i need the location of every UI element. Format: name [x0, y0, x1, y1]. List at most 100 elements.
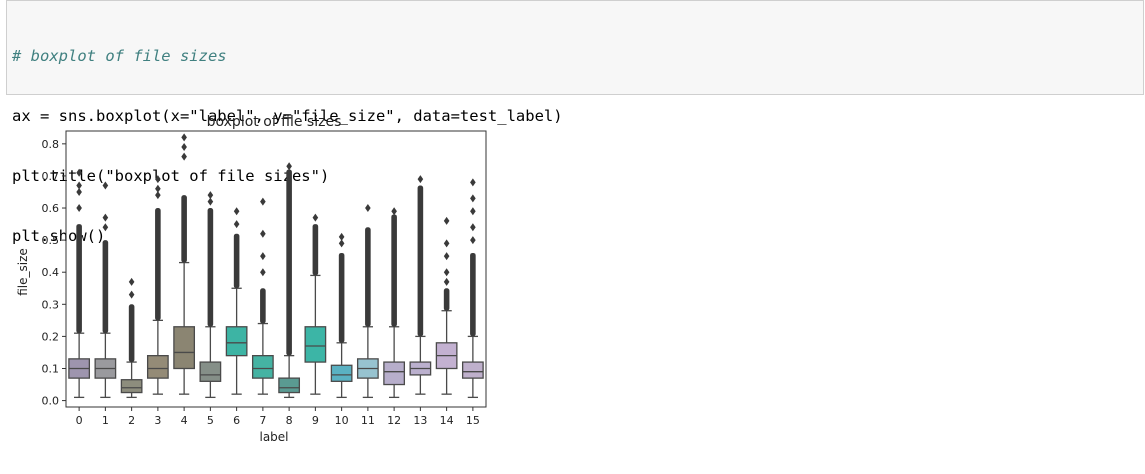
x-tick-label: 10	[335, 414, 349, 427]
x-tick-label: 13	[413, 414, 427, 427]
x-tick-label: 15	[466, 414, 480, 427]
outlier-cluster	[181, 195, 187, 263]
box	[461, 361, 484, 379]
outlier-cluster	[391, 214, 397, 327]
outlier-cluster	[338, 252, 345, 343]
y-tick-label: 0.5	[42, 234, 60, 247]
y-tick-label: 0.8	[42, 138, 60, 151]
outlier-point	[470, 194, 476, 203]
box	[278, 377, 301, 394]
outlier-point	[260, 229, 266, 238]
outlier-cluster	[102, 240, 109, 334]
plot-area: 0.0 0.1 0.2 0.3 0.4 0.5 0.6 0.7 0.8 0 1 2 3 4 5 6 7 8 9 10 1…	[42, 130, 487, 427]
outlier-point	[443, 268, 450, 277]
x-tick-label: 1	[102, 414, 109, 427]
outlier-cluster	[76, 224, 82, 334]
outlier-point	[470, 236, 476, 245]
outlier-cluster	[155, 208, 161, 321]
x-tick-label: 14	[440, 414, 454, 427]
box	[146, 355, 169, 379]
code-cell[interactable]: # boxplot of file sizes ax = sns.boxplot…	[6, 0, 1144, 245]
x-axis-label: label	[259, 430, 288, 444]
box	[383, 361, 406, 386]
y-tick-label: 0.4	[42, 266, 60, 279]
outlier-point	[443, 277, 450, 286]
outlier-point	[312, 213, 319, 222]
box	[199, 361, 222, 382]
outlier-point	[181, 152, 187, 161]
box	[251, 355, 274, 379]
outlier-point	[128, 277, 135, 286]
outlier-point	[443, 239, 450, 248]
code-editor[interactable]: # boxplot of file sizes ax = sns.boxplot…	[12, 6, 563, 286]
outlier-point	[207, 197, 214, 206]
outlier-point	[391, 207, 397, 216]
outlier-cluster	[365, 227, 371, 327]
outlier-point	[338, 239, 345, 248]
y-axis-label: file_size	[16, 248, 30, 296]
x-tick-label: 8	[286, 414, 293, 427]
outlier-point	[76, 187, 82, 196]
y-tick-label: 0.1	[42, 362, 60, 375]
outlier-point	[260, 268, 266, 277]
outlier-point	[338, 232, 345, 241]
outlier-cluster	[286, 169, 292, 356]
outlier-point	[181, 133, 187, 142]
outlier-point	[470, 207, 476, 216]
y-tick-label: 0.3	[42, 298, 60, 311]
outlier-cluster	[260, 288, 266, 324]
x-tick-label: 11	[361, 414, 375, 427]
boxplot-chart: boxplot of file sizes file_size label 0.…	[16, 114, 487, 444]
outlier-point	[102, 223, 109, 232]
outlier-point	[207, 191, 214, 200]
outlier-point	[102, 213, 109, 222]
outlier-point	[233, 220, 240, 229]
axes-frame	[65, 130, 487, 408]
y-tick-label: 0.0	[42, 395, 60, 408]
y-tick-label: 0.2	[42, 330, 60, 343]
outlier-cluster	[207, 208, 214, 327]
cell-output: boxplot of file sizes file_size label 0.…	[0, 100, 520, 470]
code-line-title: plt.title("boxplot of file sizes")	[12, 167, 330, 185]
outlier-point	[443, 252, 450, 261]
outlier-point	[181, 143, 187, 152]
y-tick-label: 0.7	[42, 170, 60, 183]
outlier-cluster	[417, 185, 424, 337]
x-tick-label: 5	[207, 414, 214, 427]
outlier-point	[417, 175, 424, 184]
outlier-point	[365, 204, 371, 213]
outlier-point	[233, 207, 240, 216]
outlier-point	[155, 191, 161, 200]
outlier-cluster	[128, 304, 135, 363]
chart-title: boxplot of file sizes	[207, 114, 342, 130]
box	[330, 364, 353, 382]
x-tick-label: 12	[387, 414, 401, 427]
outlier-point	[155, 184, 161, 193]
outlier-point	[128, 290, 135, 299]
x-tick-label: 3	[154, 414, 161, 427]
outlier-point	[76, 168, 82, 177]
box	[120, 379, 143, 394]
x-tick-label: 0	[76, 414, 83, 427]
x-tick-label: 9	[312, 414, 319, 427]
outlier-cluster	[233, 233, 240, 289]
code-line-comment: # boxplot of file sizes	[12, 47, 227, 65]
outlier-point	[155, 175, 161, 184]
outlier-point	[260, 252, 266, 261]
outlier-point	[470, 223, 476, 232]
x-tick-label: 4	[181, 414, 188, 427]
box	[225, 326, 248, 357]
outlier-point	[286, 162, 292, 171]
x-tick-label: 7	[259, 414, 266, 427]
code-line-boxplot: ax = sns.boxplot(x="label", y="file_size…	[12, 107, 563, 125]
y-tick-label: 0.6	[42, 202, 60, 215]
x-tick-label: 6	[233, 414, 240, 427]
outlier-cluster	[470, 252, 476, 337]
outlier-point	[470, 178, 476, 187]
outlier-point	[76, 204, 82, 213]
outlier-cluster	[443, 288, 450, 311]
outlier-point	[443, 216, 450, 225]
outlier-point	[76, 181, 82, 190]
outlier-point	[102, 181, 109, 190]
outlier-cluster	[312, 224, 319, 276]
